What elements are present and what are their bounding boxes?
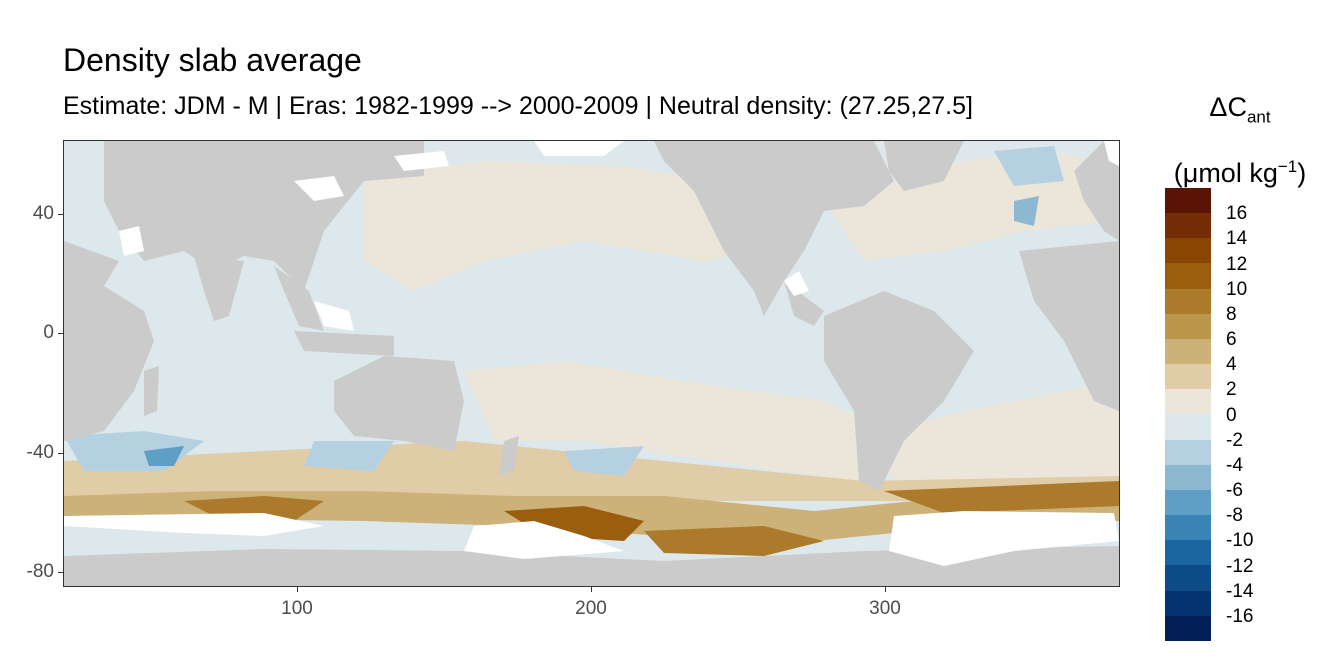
nodata-arctic-1 — [394, 151, 449, 171]
legend-label: 8 — [1226, 303, 1237, 325]
y-tick-mark-neg40 — [58, 453, 63, 454]
y-tick-label-neg80: -80 — [26, 561, 54, 582]
nodata-red-sea — [119, 226, 144, 256]
y-tick-label-40: 40 — [32, 203, 54, 224]
legend-swatch — [1165, 414, 1211, 440]
legend-label: 10 — [1226, 278, 1248, 300]
legend-swatch — [1165, 188, 1211, 214]
y-tick-mark-0 — [58, 333, 63, 334]
legend-swatch — [1165, 489, 1211, 516]
legend-title: ΔCant (μmol kg−1) — [1173, 92, 1307, 189]
legend-colorbar — [1165, 188, 1211, 641]
nodata-med — [294, 176, 344, 201]
legend-label: -8 — [1226, 505, 1243, 527]
legend-swatch — [1165, 263, 1211, 289]
legend-label: -4 — [1226, 454, 1243, 476]
nodata-north-atlantic — [1104, 141, 1119, 166]
nodata-indonesia — [314, 301, 354, 331]
x-tick-label-100: 100 — [281, 598, 313, 619]
map-panel — [63, 140, 1120, 587]
y-tick-label-0: 0 — [43, 322, 54, 343]
x-tick-mark-100 — [297, 587, 298, 592]
atlantic-blue-2 — [1014, 196, 1039, 226]
asia-land — [104, 141, 424, 291]
legend-swatch — [1165, 238, 1211, 264]
x-tick-mark-200 — [591, 587, 592, 592]
new-zealand-land — [499, 436, 519, 476]
madagascar-land — [144, 366, 159, 416]
legend-swatch — [1165, 364, 1211, 390]
australia-land — [334, 356, 464, 451]
chart-subtitle: Estimate: JDM - M | Eras: 1982-1999 --> … — [63, 92, 973, 120]
greenland-land — [884, 141, 964, 191]
map-canvas — [64, 141, 1119, 586]
legend-swatch — [1165, 615, 1211, 641]
chart-title: Density slab average — [63, 42, 362, 78]
north-america-land — [654, 141, 894, 316]
africa-land — [64, 141, 154, 441]
y-tick-mark-neg80 — [58, 572, 63, 573]
legend-label: 6 — [1226, 329, 1237, 350]
nodata-weddell — [889, 511, 1119, 566]
legend-swatch — [1165, 389, 1211, 415]
x-tick-label-200: 200 — [575, 598, 607, 619]
legend-swatch — [1165, 313, 1211, 339]
y-tick-label-neg40: -40 — [26, 442, 54, 463]
legend-swatch — [1165, 288, 1211, 314]
legend-label: -10 — [1226, 530, 1254, 552]
antarctica-land — [64, 546, 1119, 586]
south-atlantic-beige — [884, 381, 1119, 491]
legend-swatch — [1165, 213, 1211, 239]
atlantic-blue-1 — [994, 146, 1064, 186]
legend-label: -14 — [1226, 580, 1254, 602]
legend-label: 0 — [1226, 404, 1237, 426]
india-land — [194, 256, 244, 321]
so-band-5 — [884, 481, 1119, 513]
africa-right-land — [1019, 241, 1119, 411]
nodata-arctic-2 — [534, 141, 624, 156]
legend-label: 12 — [1226, 253, 1248, 275]
nodata-gulf — [784, 271, 809, 296]
legend-label: 16 — [1226, 203, 1248, 225]
indian-blue-2 — [144, 446, 184, 466]
nodata-antarctic-1 — [64, 513, 324, 536]
indian-blue-3 — [304, 441, 394, 471]
legend-label: -12 — [1226, 555, 1254, 577]
negative-anomaly-patches — [64, 146, 1064, 476]
legend-label: -2 — [1226, 429, 1243, 451]
legend-label: 14 — [1226, 228, 1248, 250]
pacific-blue-1 — [564, 446, 644, 476]
legend-swatch — [1165, 338, 1211, 365]
so-band-4 — [644, 526, 824, 556]
x-tick-label-300: 300 — [869, 598, 901, 619]
north-pacific-beige — [364, 161, 764, 291]
south-pacific-beige — [464, 361, 914, 481]
legend-label: -6 — [1226, 480, 1243, 501]
europe-land — [1074, 141, 1119, 241]
se-asia-land — [274, 266, 324, 331]
indonesia-land — [294, 331, 394, 356]
legend-label: -16 — [1226, 605, 1254, 627]
no-data-regions — [64, 141, 1119, 566]
legend-swatch — [1165, 439, 1211, 465]
legend-swatch — [1165, 565, 1211, 591]
legend-swatch — [1165, 540, 1211, 566]
legend-swatch — [1165, 515, 1211, 541]
legend-swatch — [1165, 590, 1211, 616]
x-tick-mark-300 — [885, 587, 886, 592]
legend-label: 4 — [1226, 354, 1237, 376]
land-masses — [64, 141, 1119, 586]
nodata-antarctic-2 — [464, 521, 624, 559]
y-tick-mark-40 — [58, 214, 63, 215]
legend-label: 2 — [1226, 379, 1237, 401]
south-america-land — [824, 291, 974, 491]
legend-swatch — [1165, 464, 1211, 490]
